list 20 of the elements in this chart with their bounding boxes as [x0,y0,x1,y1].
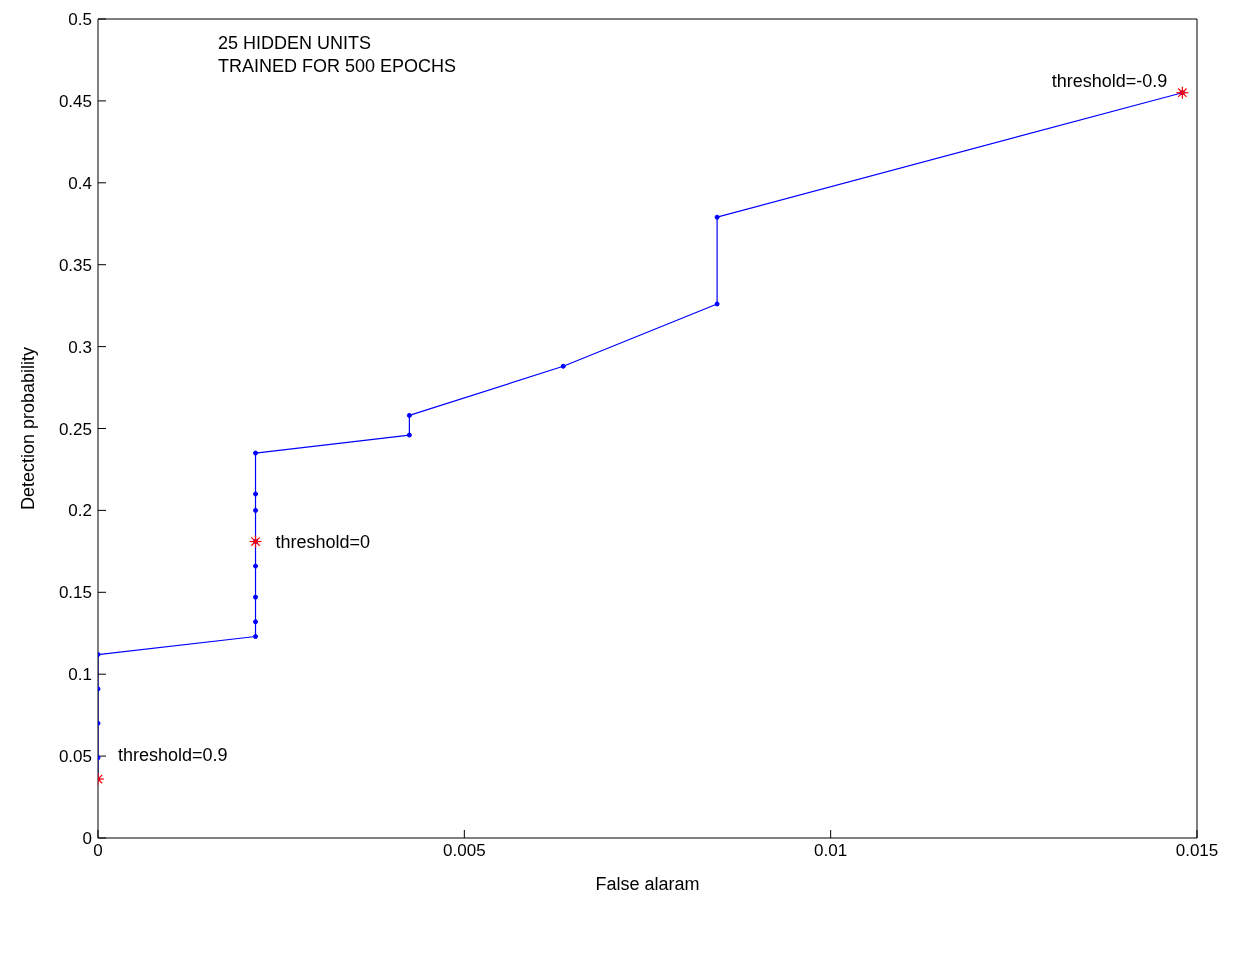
y-tick-label: 0.5 [68,10,92,30]
annotation: threshold=0.9 [118,745,228,766]
annotation: 25 HIDDEN UNITS [218,32,373,55]
y-tick-label: 0.05 [58,747,92,767]
y-tick-label: 0.25 [58,419,92,439]
x-tick-label: 0.01 [814,841,848,861]
y-tick-label: 0.35 [58,255,92,275]
y-tick-label: 0.2 [68,501,92,521]
y-tick-label: 0.15 [58,583,92,603]
y-tick-label: 0.4 [68,173,92,193]
annotation: TRAINED FOR 500 EPOCHS [218,55,457,78]
y-tick-label: 0.45 [58,91,92,111]
annotation: threshold=-0.9 [1051,71,1168,92]
x-tick-label: 0.005 [443,841,486,861]
y-tick-label: 0.1 [68,665,92,685]
annotation: threshold=0 [275,531,371,552]
x-tick-label: 0.015 [1175,841,1219,861]
y-axis-title: Detection probability [18,346,39,511]
y-tick-label: 0.3 [68,337,92,357]
x-axis-title: False alaram [595,874,700,894]
